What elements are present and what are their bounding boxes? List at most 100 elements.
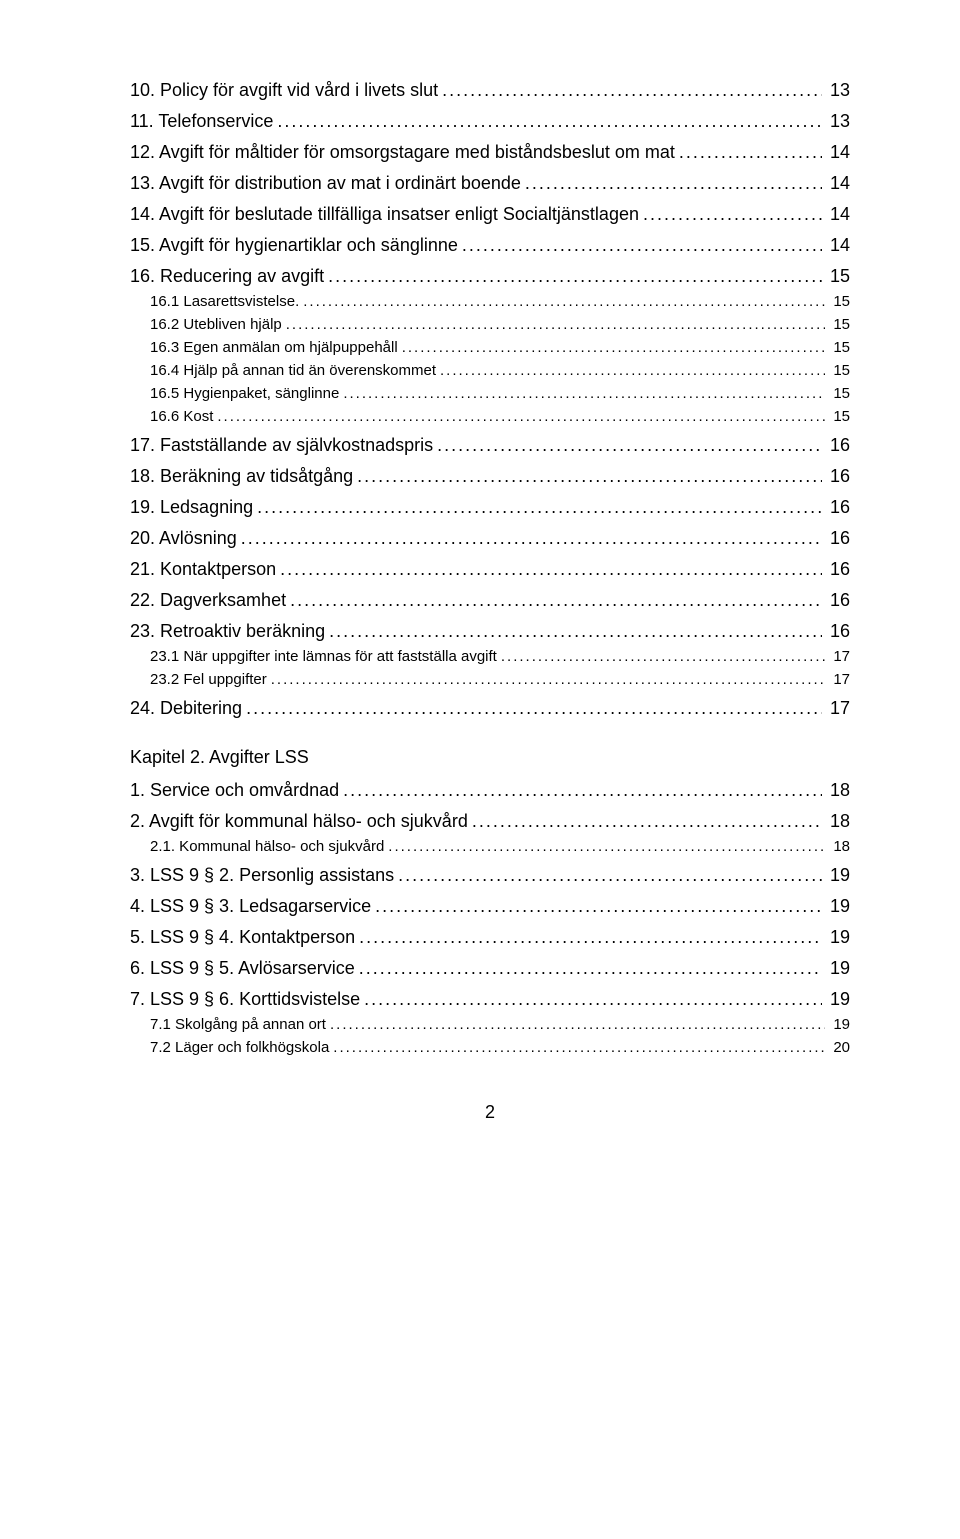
toc-page: 20 <box>829 1039 850 1056</box>
toc-page: 15 <box>829 293 850 310</box>
toc-label: 7. LSS 9 § 6. Korttidsvistelse <box>130 989 360 1010</box>
toc-dots <box>643 204 822 225</box>
toc-entry: 21. Kontaktperson16 <box>130 559 850 580</box>
toc-dots <box>241 528 822 549</box>
toc-entry: 23.2 Fel uppgifter 17 <box>130 671 850 688</box>
toc-entry: 17. Fastställande av självkostnadspris16 <box>130 435 850 456</box>
toc-label: 6. LSS 9 § 5. Avlösarservice <box>130 958 355 979</box>
toc-entry: 2. Avgift för kommunal hälso- och sjukvå… <box>130 811 850 832</box>
toc-entry: 10. Policy för avgift vid vård i livets … <box>130 80 850 101</box>
toc-entry: 16. Reducering av avgift15 <box>130 266 850 287</box>
toc-entry: 19. Ledsagning 16 <box>130 497 850 518</box>
toc-entry: 22. Dagverksamhet 16 <box>130 590 850 611</box>
toc-label: 23. Retroaktiv beräkning <box>130 621 325 642</box>
page-number: 2 <box>130 1102 850 1123</box>
toc-label: 24. Debitering <box>130 698 242 719</box>
toc-page: 16 <box>826 590 850 611</box>
toc-label: 20. Avlösning <box>130 528 237 549</box>
toc-page: 15 <box>829 408 850 425</box>
toc-page: 19 <box>826 896 850 917</box>
toc-page: 15 <box>829 316 850 333</box>
toc-dots <box>398 865 822 886</box>
toc-label: 16.6 Kost <box>150 408 213 425</box>
toc-dots <box>437 435 822 456</box>
toc-page: 16 <box>826 621 850 642</box>
toc-label: 2. Avgift för kommunal hälso- och sjukvå… <box>130 811 468 832</box>
toc-entry: 4. LSS 9 § 3. Ledsagarservice19 <box>130 896 850 917</box>
toc-entry: 7. LSS 9 § 6. Korttidsvistelse 19 <box>130 989 850 1010</box>
toc-entry: 3. LSS 9 § 2. Personlig assistans19 <box>130 865 850 886</box>
toc-entry: 11. Telefonservice 13 <box>130 111 850 132</box>
toc-chapter1: 10. Policy för avgift vid vård i livets … <box>130 80 850 719</box>
toc-page: 14 <box>826 173 850 194</box>
chapter2-heading: Kapitel 2. Avgifter LSS <box>130 747 850 768</box>
toc-label: 23.1 När uppgifter inte lämnas för att f… <box>150 648 497 665</box>
toc-dots <box>277 111 822 132</box>
toc-entry: 7.1 Skolgång på annan ort19 <box>130 1016 850 1033</box>
toc-label: 10. Policy för avgift vid vård i livets … <box>130 80 438 101</box>
toc-entry: 16.1 Lasarettsvistelse. 15 <box>130 293 850 310</box>
toc-dots <box>343 780 822 801</box>
toc-dots <box>271 671 826 688</box>
toc-entry: 16.6 Kost 15 <box>130 408 850 425</box>
toc-page: 14 <box>826 204 850 225</box>
toc-page: 13 <box>826 80 850 101</box>
toc-page: 19 <box>826 958 850 979</box>
toc-page: 19 <box>826 865 850 886</box>
toc-label: 13. Avgift för distribution av mat i ord… <box>130 173 521 194</box>
toc-entry: 23.1 När uppgifter inte lämnas för att f… <box>130 648 850 665</box>
toc-dots <box>286 316 826 333</box>
toc-page: 18 <box>829 838 850 855</box>
toc-chapter2: 1. Service och omvårdnad 18 2. Avgift för … <box>130 780 850 1056</box>
toc-page: 18 <box>826 811 850 832</box>
toc-label: 16.4 Hjälp på annan tid än överenskommet <box>150 362 436 379</box>
toc-page: 17 <box>829 671 850 688</box>
toc-page: 17 <box>826 698 850 719</box>
toc-entry: 15. Avgift för hygienartiklar och sängli… <box>130 235 850 256</box>
toc-page: 19 <box>829 1016 850 1033</box>
toc-page: 15 <box>826 266 850 287</box>
toc-label: 16.1 Lasarettsvistelse. <box>150 293 299 310</box>
toc-dots <box>280 559 822 580</box>
toc-dots <box>525 173 822 194</box>
toc-dots <box>329 621 822 642</box>
toc-page: 19 <box>826 927 850 948</box>
toc-label: 21. Kontaktperson <box>130 559 276 580</box>
toc-page: 15 <box>829 385 850 402</box>
toc-dots <box>333 1039 825 1056</box>
toc-dots <box>388 838 825 855</box>
toc-entry: 7.2 Läger och folkhögskola 20 <box>130 1039 850 1056</box>
toc-label: 19. Ledsagning <box>130 497 253 518</box>
toc-page: 16 <box>826 466 850 487</box>
toc-entry: 13. Avgift för distribution av mat i ord… <box>130 173 850 194</box>
toc-dots <box>217 408 825 425</box>
toc-label: 14. Avgift för beslutade tillfälliga ins… <box>130 204 639 225</box>
toc-label: 7.2 Läger och folkhögskola <box>150 1039 329 1056</box>
toc-page: 16 <box>826 497 850 518</box>
toc-entry: 20. Avlösning16 <box>130 528 850 549</box>
toc-entry: 6. LSS 9 § 5. Avlösarservice 19 <box>130 958 850 979</box>
toc-page: 15 <box>829 339 850 356</box>
toc-label: 17. Fastställande av självkostnadspris <box>130 435 433 456</box>
toc-page: 13 <box>826 111 850 132</box>
toc-entry: 24. Debitering 17 <box>130 698 850 719</box>
toc-entry: 12. Avgift för måltider för omsorgstagar… <box>130 142 850 163</box>
toc-entry: 16.5 Hygienpaket, sänglinne 15 <box>130 385 850 402</box>
toc-label: 16.5 Hygienpaket, sänglinne <box>150 385 339 402</box>
toc-label: 23.2 Fel uppgifter <box>150 671 267 688</box>
toc-dots <box>257 497 822 518</box>
toc-label: 1. Service och omvårdnad <box>130 780 339 801</box>
toc-entry: 16.3 Egen anmälan om hjälpuppehåll15 <box>130 339 850 356</box>
toc-dots <box>330 1016 825 1033</box>
toc-label: 2.1. Kommunal hälso- och sjukvård <box>150 838 384 855</box>
toc-page: 15 <box>829 362 850 379</box>
toc-entry: 5. LSS 9 § 4. Kontaktperson 19 <box>130 927 850 948</box>
toc-label: 5. LSS 9 § 4. Kontaktperson <box>130 927 355 948</box>
toc-dots <box>303 293 825 310</box>
toc-page: 19 <box>826 989 850 1010</box>
toc-dots <box>462 235 822 256</box>
toc-dots <box>290 590 822 611</box>
toc-dots <box>501 648 825 665</box>
toc-label: 11. Telefonservice <box>130 111 273 132</box>
toc-label: 22. Dagverksamhet <box>130 590 286 611</box>
